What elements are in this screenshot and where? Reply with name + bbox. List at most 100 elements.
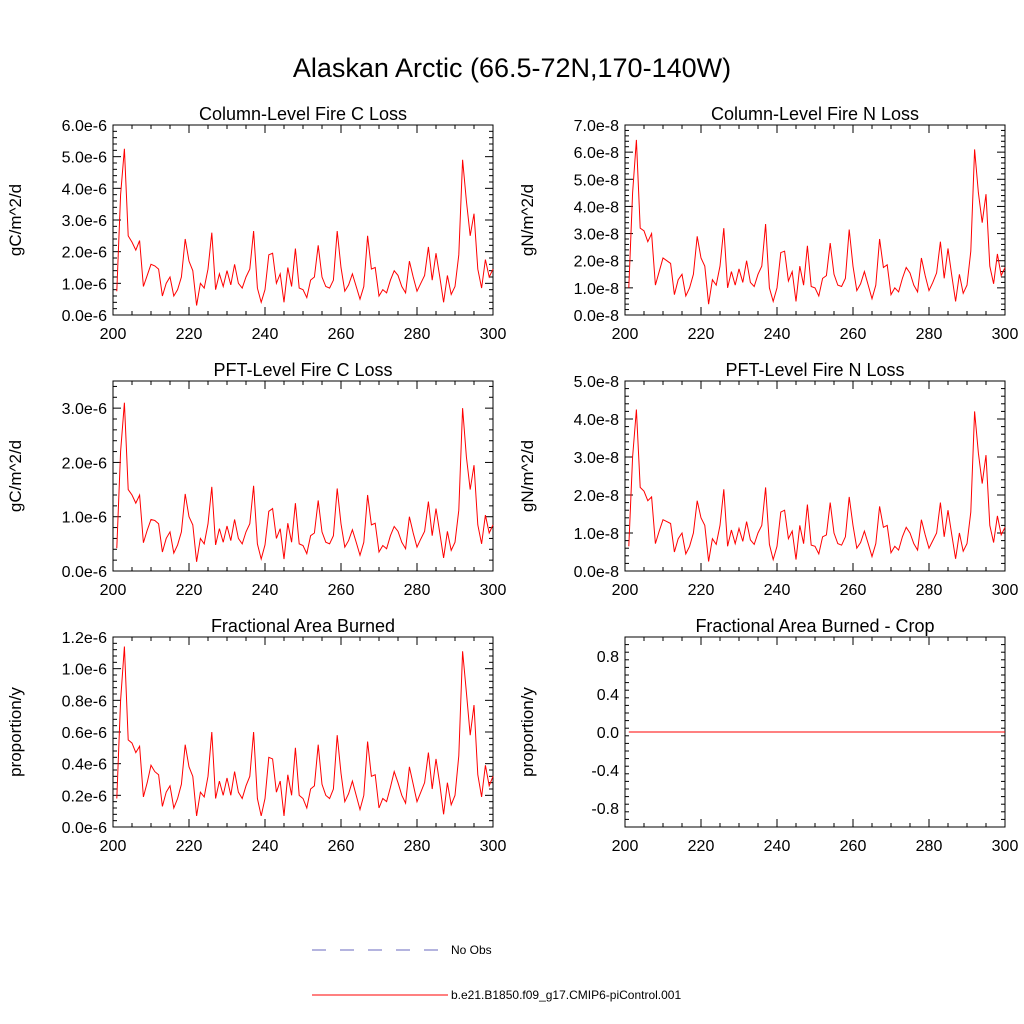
y-tick-label: 5.0e-8 (574, 374, 619, 391)
x-tick-label: 280 (404, 582, 431, 599)
x-tick-label: 260 (840, 326, 867, 343)
plot-frame (624, 124, 1006, 316)
y-tick-label: 1.0e-8 (574, 281, 619, 298)
x-axis: 200 220 240 260 280 300 (612, 637, 1019, 855)
y-tick-label: 0.0e-6 (62, 820, 107, 837)
y-tick-label: 1.0e-6 (62, 662, 107, 679)
panel-title: PFT-Level Fire C Loss (213, 360, 392, 380)
y-tick-label: 1.0e-8 (574, 526, 619, 543)
legend-obs-label: No Obs (451, 943, 492, 957)
x-tick-label: 300 (992, 582, 1019, 599)
x-tick-label: 300 (480, 582, 507, 599)
y-tick-label: 3.0e-8 (574, 227, 619, 244)
x-tick-label: 200 (100, 582, 127, 599)
x-axis: 200 220 240 260 280 300 (612, 381, 1019, 599)
y-axis: -0.8 -0.4 0.0 0.4 0.8 (591, 636, 1005, 828)
x-tick-label: 200 (100, 838, 127, 855)
x-tick-label: 280 (404, 838, 431, 855)
y-tick-label: 0.8 (597, 649, 619, 666)
y-tick-label: 0.2e-6 (62, 788, 107, 805)
x-tick-label: 300 (992, 326, 1019, 343)
y-tick-label: 1.0e-6 (62, 510, 107, 527)
y-axis: 0.0e-8 1.0e-8 2.0e-8 3.0e-8 4.0e-8 5.0e-8 6.0e… (574, 118, 1005, 325)
y-tick-label: 0.6e-6 (62, 725, 107, 742)
y-tick-label: 3.0e-8 (574, 450, 619, 467)
x-tick-label: 200 (100, 326, 127, 343)
x-tick-label: 240 (764, 838, 791, 855)
y-axis: 0.0e-6 1.0e-6 2.0e-6 3.0e-6 (62, 385, 493, 581)
y-tick-label: 6.0e-6 (62, 118, 107, 135)
y-tick-label: 3.0e-6 (62, 213, 107, 230)
x-tick-label: 240 (252, 838, 279, 855)
x-tick-label: 260 (328, 326, 355, 343)
y-tick-label: -0.8 (591, 801, 619, 818)
x-tick-label: 300 (480, 838, 507, 855)
x-tick-label: 240 (252, 326, 279, 343)
legend: No Obs b.e21.B1850.f09_g17.CMIP6-piContr… (312, 943, 681, 1002)
y-tick-label: 2.0e-6 (62, 245, 107, 262)
y-tick-label: 0.0e-8 (574, 564, 619, 581)
x-tick-label: 240 (764, 582, 791, 599)
chart-panel-5: Fractional Area Burned 200 220 240 260 280 300… (6, 616, 506, 855)
y-axis-label: gC/m^2/d (6, 440, 25, 512)
y-axis: 0.0e-6 0.2e-6 0.4e-6 0.6e-6 0.8e-6 1.0e-6 1.2e… (62, 630, 493, 837)
panel-title: Fractional Area Burned - Crop (695, 616, 934, 636)
x-tick-label: 220 (688, 326, 715, 343)
x-tick-label: 220 (176, 582, 203, 599)
y-axis-label: gC/m^2/d (6, 184, 25, 256)
plot-frame (624, 380, 1006, 572)
y-tick-label: 4.0e-8 (574, 412, 619, 429)
y-axis-label: proportion/y (6, 687, 25, 777)
plot-frame (112, 124, 494, 316)
x-tick-label: 300 (992, 838, 1019, 855)
x-tick-label: 260 (840, 582, 867, 599)
y-axis-label: proportion/y (518, 687, 537, 777)
x-tick-label: 200 (612, 582, 639, 599)
y-tick-label: 7.0e-8 (574, 118, 619, 135)
x-tick-label: 220 (688, 582, 715, 599)
chart-panel-6: Fractional Area Burned - Crop 200 220 240 26… (518, 616, 1018, 855)
chart-panels: Column-Level Fire C Loss 200 220 240 260 280 3… (6, 104, 1018, 855)
y-tick-label: 1.2e-6 (62, 630, 107, 647)
y-tick-label: 2.0e-8 (574, 488, 619, 505)
chart-panel-2: Column-Level Fire N Loss 200 220 240 260 280 3… (518, 104, 1018, 343)
panel-title: Fractional Area Burned (211, 616, 395, 636)
x-tick-label: 280 (916, 582, 943, 599)
x-tick-label: 300 (480, 326, 507, 343)
panel-title: Column-Level Fire C Loss (199, 104, 407, 124)
x-tick-label: 200 (612, 326, 639, 343)
y-tick-label: 0.0 (597, 725, 619, 742)
x-tick-label: 240 (764, 326, 791, 343)
legend-model-label: b.e21.B1850.f09_g17.CMIP6-piControl.001 (451, 988, 681, 1002)
y-tick-label: 0.8e-6 (62, 693, 107, 710)
x-axis: 200 220 240 260 280 300 (100, 637, 507, 855)
series-line (628, 139, 1006, 305)
panel-title: PFT-Level Fire N Loss (725, 360, 904, 380)
y-tick-label: 2.0e-8 (574, 254, 619, 271)
x-axis: 200 220 240 260 280 300 (100, 125, 507, 343)
y-tick-label: 2.0e-6 (62, 455, 107, 472)
x-tick-label: 280 (916, 326, 943, 343)
x-tick-label: 280 (916, 838, 943, 855)
series-line (116, 646, 494, 817)
x-tick-label: 200 (612, 838, 639, 855)
y-tick-label: 5.0e-6 (62, 150, 107, 167)
y-axis: 0.0e-8 1.0e-8 2.0e-8 3.0e-8 4.0e-8 5.0e-8 (574, 374, 1005, 581)
series-line (116, 148, 494, 306)
y-tick-label: -0.4 (591, 763, 619, 780)
x-tick-label: 260 (840, 838, 867, 855)
y-tick-label: 0.0e-8 (574, 308, 619, 325)
y-axis-label: gN/m^2/d (518, 440, 537, 512)
y-axis: 0.0e-6 1.0e-6 2.0e-6 3.0e-6 4.0e-6 5.0e-6 6.0e… (62, 118, 493, 325)
y-tick-label: 0.4 (597, 687, 619, 704)
x-tick-label: 240 (252, 582, 279, 599)
x-tick-label: 280 (404, 326, 431, 343)
x-tick-label: 260 (328, 582, 355, 599)
panel-title: Column-Level Fire N Loss (711, 104, 919, 124)
y-tick-label: 5.0e-8 (574, 172, 619, 189)
y-tick-label: 4.0e-6 (62, 181, 107, 198)
series-line (628, 409, 1006, 562)
y-axis-label: gN/m^2/d (518, 184, 537, 256)
